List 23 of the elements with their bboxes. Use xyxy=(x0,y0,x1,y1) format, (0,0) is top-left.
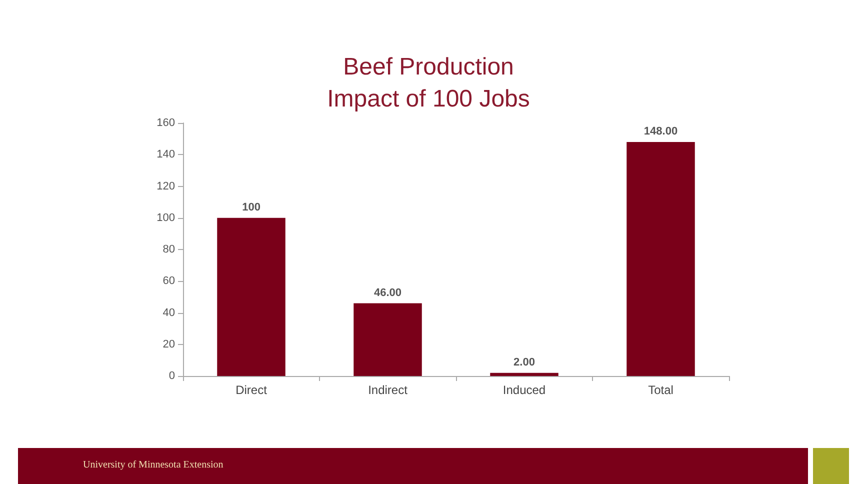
y-tick-label: 100 xyxy=(156,212,175,224)
x-tick-label: Total xyxy=(648,383,674,397)
bar xyxy=(354,303,422,376)
data-label: 46.00 xyxy=(374,286,402,299)
y-tick-label: 20 xyxy=(162,338,175,350)
data-label: 2.00 xyxy=(514,356,535,368)
y-tick-label: 120 xyxy=(156,180,175,192)
bar xyxy=(490,372,558,376)
x-tick-label: Direct xyxy=(236,383,268,397)
y-tick-label: 40 xyxy=(162,306,175,319)
data-label: 148.00 xyxy=(644,125,678,138)
bar xyxy=(626,142,695,376)
y-tick-label: 60 xyxy=(162,275,175,288)
x-tick-label: Indirect xyxy=(368,383,408,397)
chart-title: Beef Production Impact of 100 Jobs xyxy=(327,54,530,112)
x-tick-label: Induced xyxy=(502,383,546,397)
y-tick-label: 160 xyxy=(156,117,175,129)
text: University of Minnesota Extension xyxy=(83,460,224,470)
bar xyxy=(217,218,286,376)
y-tick-label: 140 xyxy=(156,148,175,161)
data-label: 100 xyxy=(242,201,260,214)
y-tick-label: 0 xyxy=(168,370,175,382)
y-tick-label: 80 xyxy=(162,244,175,256)
